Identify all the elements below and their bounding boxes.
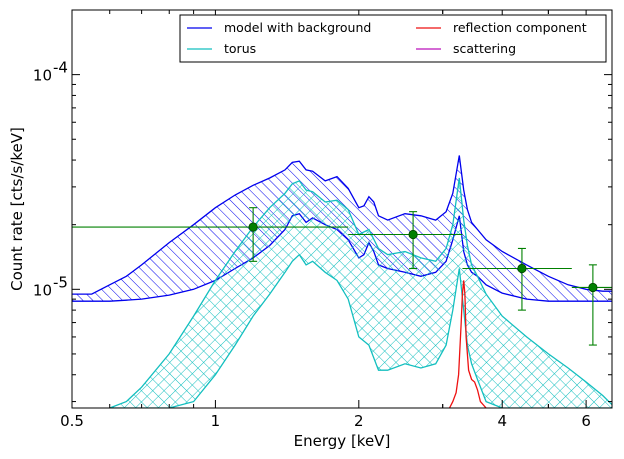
x-tick-label: 2 xyxy=(354,412,364,430)
x-tick-label: 6 xyxy=(581,412,591,430)
torus-upper-line xyxy=(109,177,612,408)
y-tick-label-exponent: -5 xyxy=(53,273,68,291)
x-axis-label: Energy [keV] xyxy=(294,432,391,450)
legend-label-torus: torus xyxy=(224,41,256,56)
data-point-group xyxy=(462,247,572,311)
data-point xyxy=(517,263,527,274)
axis-ticks: 0.5 1 2 4 610-510-4 xyxy=(33,9,612,430)
data-point-group xyxy=(72,207,349,262)
data-point xyxy=(588,282,598,293)
model-with-background-upper-line xyxy=(72,155,612,295)
x-tick-label: 4 xyxy=(497,412,507,430)
legend-box xyxy=(179,14,607,63)
y-axis-label: Count rate [cts/s/keV] xyxy=(8,127,26,291)
legend: model with background torus reflection c… xyxy=(179,14,607,63)
plot-area xyxy=(72,155,612,408)
torus-band-fill xyxy=(109,178,612,408)
plot-frame xyxy=(71,9,613,409)
x-tick-label: 0.5 xyxy=(60,412,84,430)
legend-label-scattering: scattering xyxy=(453,41,516,56)
reflection-component-line xyxy=(448,280,487,408)
legend-label-reflection-component: reflection component xyxy=(453,20,587,35)
y-tick-label: 10 xyxy=(33,67,52,85)
legend-label-model-with-background: model with background xyxy=(224,20,371,35)
data-point xyxy=(248,222,258,232)
data-point-group xyxy=(348,211,463,270)
y-tick-label: 10 xyxy=(33,281,52,299)
x-tick-label: 1 xyxy=(211,412,221,430)
torus-lower-line xyxy=(109,253,612,408)
y-tick-label-exponent: -4 xyxy=(53,59,68,77)
data-point-group xyxy=(571,264,612,346)
data-point xyxy=(408,229,418,240)
